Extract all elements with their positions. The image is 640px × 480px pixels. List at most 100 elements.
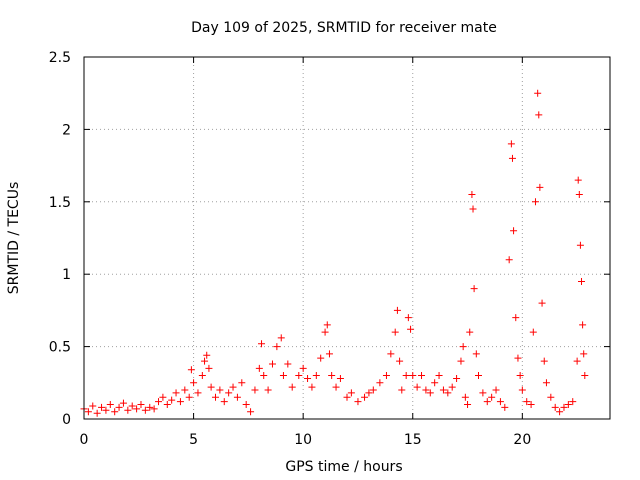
- data-point: [168, 396, 176, 404]
- data-point: [518, 386, 526, 394]
- data-point: [323, 321, 331, 329]
- data-point: [578, 277, 586, 285]
- data-point: [106, 401, 114, 409]
- x-tick-label: 0: [80, 432, 89, 448]
- data-point: [299, 364, 307, 372]
- data-point: [413, 383, 421, 391]
- data-point: [547, 393, 555, 401]
- data-point: [470, 285, 478, 293]
- data-point: [580, 350, 588, 358]
- data-point: [268, 360, 276, 368]
- data-point: [365, 389, 373, 397]
- data-point: [529, 328, 537, 336]
- data-point: [260, 372, 268, 380]
- data-point: [573, 357, 581, 365]
- data-point: [536, 183, 544, 191]
- data-point: [336, 374, 344, 382]
- data-point: [418, 372, 426, 380]
- data-point: [133, 405, 141, 413]
- data-point: [439, 386, 447, 394]
- data-point: [496, 398, 504, 406]
- data-point: [163, 401, 171, 409]
- data-point: [488, 393, 496, 401]
- data-point: [321, 328, 329, 336]
- x-tick-label: 15: [404, 432, 422, 448]
- data-point: [354, 398, 362, 406]
- axis-ticks: [83, 56, 610, 420]
- data-point: [464, 401, 472, 409]
- data-point: [225, 389, 233, 397]
- data-point: [576, 241, 584, 249]
- y-tick-label: 1.5: [49, 195, 71, 211]
- x-tick-label: 5: [189, 432, 198, 448]
- data-point: [396, 357, 404, 365]
- data-point: [194, 389, 202, 397]
- y-axis-label: SRMTID / TECUs: [6, 182, 22, 295]
- data-point: [251, 386, 259, 394]
- x-tick-label: 10: [294, 432, 312, 448]
- data-point: [185, 393, 193, 401]
- y-tick-label: 0.5: [49, 340, 71, 356]
- data-point: [398, 386, 406, 394]
- data-point: [181, 386, 189, 394]
- data-point: [492, 386, 500, 394]
- data-point: [84, 408, 92, 416]
- data-point: [535, 111, 543, 119]
- data-point: [205, 364, 213, 372]
- data-point: [514, 354, 522, 362]
- data-point: [233, 393, 241, 401]
- data-point: [435, 372, 443, 380]
- data-point: [468, 191, 476, 199]
- data-point: [150, 405, 158, 413]
- data-point: [508, 154, 516, 162]
- y-tick-label: 2: [62, 122, 71, 138]
- data-point: [512, 314, 520, 322]
- data-point: [115, 403, 123, 411]
- data-point: [461, 393, 469, 401]
- y-tick-label: 0: [62, 412, 71, 428]
- data-point: [483, 398, 491, 406]
- data-point: [409, 372, 417, 380]
- data-point: [247, 408, 255, 416]
- data-point: [216, 386, 224, 394]
- data-point: [141, 406, 149, 414]
- data-point: [556, 408, 564, 416]
- data-point: [479, 389, 487, 397]
- data-point: [229, 383, 237, 391]
- data-point: [273, 343, 281, 351]
- data-point: [328, 372, 336, 380]
- data-point: [176, 398, 184, 406]
- data-point: [128, 402, 136, 410]
- data-point: [159, 393, 167, 401]
- y-tick-label: 1: [62, 267, 71, 283]
- data-point: [198, 372, 206, 380]
- data-point: [575, 191, 583, 199]
- data-points: [80, 89, 589, 417]
- data-point: [531, 198, 539, 206]
- data-point: [190, 379, 198, 387]
- chart-title: Day 109 of 2025, SRMTID for receiver mat…: [191, 20, 497, 36]
- data-point: [124, 406, 132, 414]
- data-point: [207, 383, 215, 391]
- data-point: [288, 383, 296, 391]
- data-point: [516, 372, 524, 380]
- data-point: [444, 389, 452, 397]
- data-point: [155, 398, 163, 406]
- data-point: [453, 374, 461, 382]
- data-point: [343, 393, 351, 401]
- data-point: [501, 403, 509, 411]
- x-axis-label: GPS time / hours: [285, 459, 402, 475]
- data-point: [404, 314, 412, 322]
- data-point: [472, 350, 480, 358]
- data-point: [551, 403, 559, 411]
- data-point: [540, 357, 548, 365]
- grid-lines: [84, 57, 610, 419]
- data-point: [347, 389, 355, 397]
- data-point: [325, 350, 333, 358]
- data-point: [564, 401, 572, 409]
- data-point: [426, 389, 434, 397]
- data-point: [569, 398, 577, 406]
- data-point: [111, 408, 119, 416]
- data-point: [538, 299, 546, 307]
